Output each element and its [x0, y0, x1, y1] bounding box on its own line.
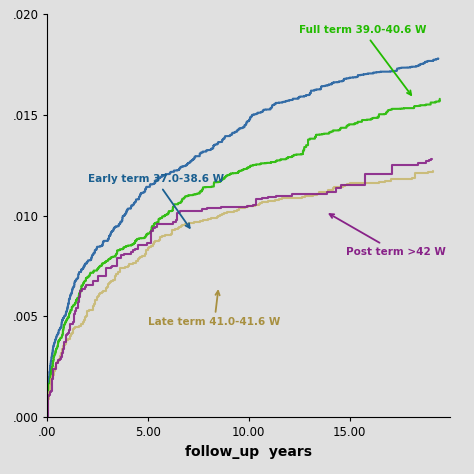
X-axis label: follow_up  years: follow_up years	[185, 445, 312, 459]
Text: Post term >42 W: Post term >42 W	[329, 214, 446, 257]
Text: Full term 39.0-40.6 W: Full term 39.0-40.6 W	[299, 25, 427, 95]
Text: Late term 41.0-41.6 W: Late term 41.0-41.6 W	[148, 291, 281, 328]
Text: Early term 37.0-38.6 W: Early term 37.0-38.6 W	[88, 174, 224, 228]
